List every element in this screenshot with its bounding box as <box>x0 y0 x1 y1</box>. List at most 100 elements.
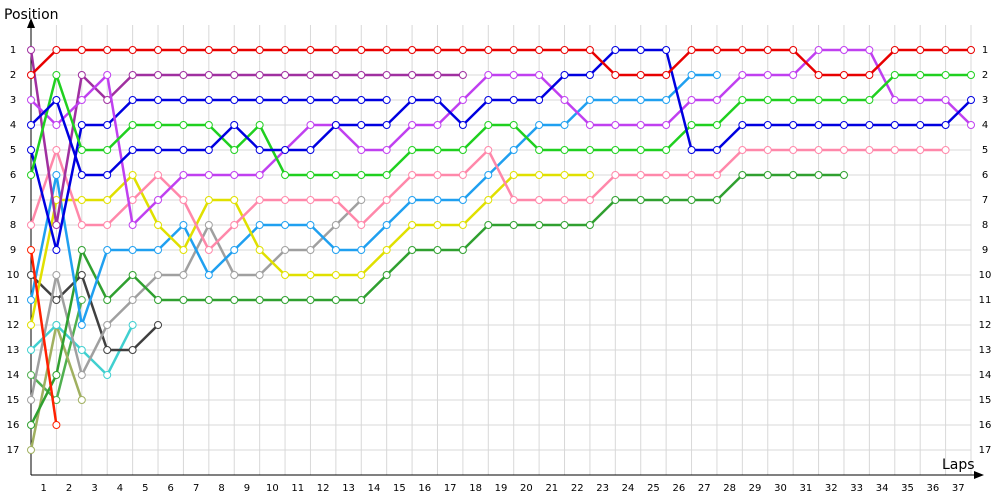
point <box>204 221 213 229</box>
point <box>890 96 899 104</box>
point <box>52 171 61 179</box>
point <box>585 146 594 154</box>
point <box>408 246 417 254</box>
point <box>281 146 290 154</box>
y-tick-label: 17 <box>7 445 20 456</box>
point <box>357 221 366 229</box>
point <box>458 71 467 79</box>
point <box>306 221 315 229</box>
point <box>128 321 137 329</box>
point <box>103 371 112 379</box>
point <box>52 246 61 254</box>
x-tick-label: 15 <box>393 483 406 494</box>
point <box>763 171 772 179</box>
y-tick-label-right: 9 <box>982 245 988 256</box>
x-tick-label: 4 <box>117 483 123 494</box>
point <box>255 221 264 229</box>
point <box>890 71 899 79</box>
point <box>560 71 569 79</box>
point <box>687 146 696 154</box>
point <box>230 246 239 254</box>
point <box>77 296 86 304</box>
point <box>357 171 366 179</box>
point <box>306 46 315 54</box>
point <box>306 171 315 179</box>
point <box>52 96 61 104</box>
point <box>560 196 569 204</box>
point <box>509 196 518 204</box>
point <box>814 46 823 54</box>
point <box>179 246 188 254</box>
point <box>357 96 366 104</box>
point <box>535 121 544 129</box>
y-tick-label-right: 1 <box>982 45 988 56</box>
point <box>52 221 61 229</box>
point <box>484 71 493 79</box>
point <box>306 196 315 204</box>
y-tick-label-right: 16 <box>979 420 992 431</box>
point <box>687 196 696 204</box>
point <box>154 321 163 329</box>
point <box>179 221 188 229</box>
point <box>458 246 467 254</box>
point <box>255 171 264 179</box>
point <box>331 196 340 204</box>
point <box>611 96 620 104</box>
point <box>179 121 188 129</box>
point <box>230 146 239 154</box>
point <box>255 121 264 129</box>
point <box>154 146 163 154</box>
x-tick-label: 7 <box>193 483 199 494</box>
point <box>27 246 35 254</box>
point <box>382 246 391 254</box>
x-tick-label: 11 <box>291 483 304 494</box>
point <box>204 71 213 79</box>
point <box>408 46 417 54</box>
point <box>27 121 35 129</box>
point <box>611 46 620 54</box>
x-axis-label: Laps <box>942 457 975 473</box>
point <box>458 221 467 229</box>
point <box>128 96 137 104</box>
point <box>103 46 112 54</box>
point <box>916 146 925 154</box>
point <box>204 171 213 179</box>
point <box>357 121 366 129</box>
point <box>535 196 544 204</box>
point <box>179 296 188 304</box>
point <box>281 196 290 204</box>
point <box>408 146 417 154</box>
point <box>484 221 493 229</box>
y-tick-label: 7 <box>10 195 16 206</box>
point <box>281 296 290 304</box>
point <box>77 146 86 154</box>
point <box>357 146 366 154</box>
point <box>458 46 467 54</box>
point <box>27 446 35 454</box>
point <box>331 121 340 129</box>
x-tick-label: 24 <box>622 483 635 494</box>
point <box>890 146 899 154</box>
point <box>763 146 772 154</box>
point <box>179 171 188 179</box>
point <box>128 271 137 279</box>
point <box>204 146 213 154</box>
y-tick-label: 8 <box>10 220 16 231</box>
y-tick-label-right: 13 <box>979 345 992 356</box>
point <box>789 171 798 179</box>
point <box>357 271 366 279</box>
point <box>636 71 645 79</box>
point <box>52 371 61 379</box>
point <box>585 121 594 129</box>
series-line <box>29 49 463 227</box>
point <box>230 96 239 104</box>
point <box>535 146 544 154</box>
point <box>255 146 264 154</box>
point <box>230 296 239 304</box>
x-tick-label: 31 <box>799 483 812 494</box>
point <box>763 96 772 104</box>
point <box>77 346 86 354</box>
point <box>103 146 112 154</box>
point <box>27 146 35 154</box>
